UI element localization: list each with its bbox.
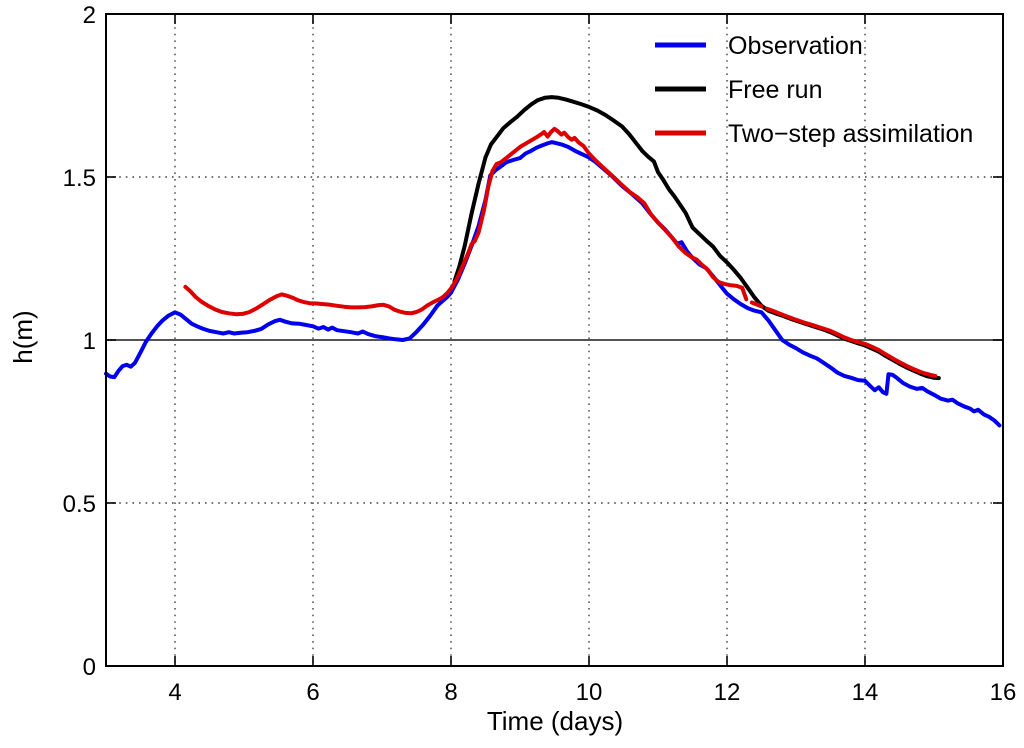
y-tick-label-2: 2	[83, 2, 96, 29]
legend: Observation Free run Two−step assimilati…	[655, 32, 973, 148]
grid-layer	[106, 14, 1003, 666]
y-axis-label: h(m)	[8, 310, 38, 363]
x-tick-label-16: 16	[990, 679, 1017, 706]
y-tick-label-0: 0	[83, 654, 96, 681]
y-tick-label-1: 1	[83, 328, 96, 355]
x-tick-label-14: 14	[852, 679, 879, 706]
x-tick-label-6: 6	[306, 679, 319, 706]
series-line-observation	[104, 140, 1002, 428]
legend-label-observation: Observation	[728, 32, 863, 60]
tick-label-layer: 4 6 8 10 12 14 16 0 0.5 1 1.5 2	[63, 2, 1017, 706]
x-tick-label-10: 10	[576, 679, 603, 706]
y-tick-label-0.5: 0.5	[63, 491, 96, 518]
legend-label-two-step-assimilation: Two−step assimilation	[728, 120, 973, 148]
x-tick-label-12: 12	[714, 679, 741, 706]
x-tick-label-4: 4	[168, 679, 181, 706]
series-line-two-step-assimilation-seg2	[765, 306, 938, 378]
frame-layer	[105, 13, 1004, 667]
y-tick-label-1.5: 1.5	[63, 165, 96, 192]
x-axis-label: Time (days)	[487, 706, 623, 736]
series-line-two-step-assimilation-seg0	[183, 126, 749, 317]
series-line-two-step-assimilation-seg1	[749, 300, 764, 309]
series-layer	[104, 95, 1002, 428]
legend-label-free-run: Free run	[728, 76, 822, 104]
x-tick-label-8: 8	[444, 679, 457, 706]
